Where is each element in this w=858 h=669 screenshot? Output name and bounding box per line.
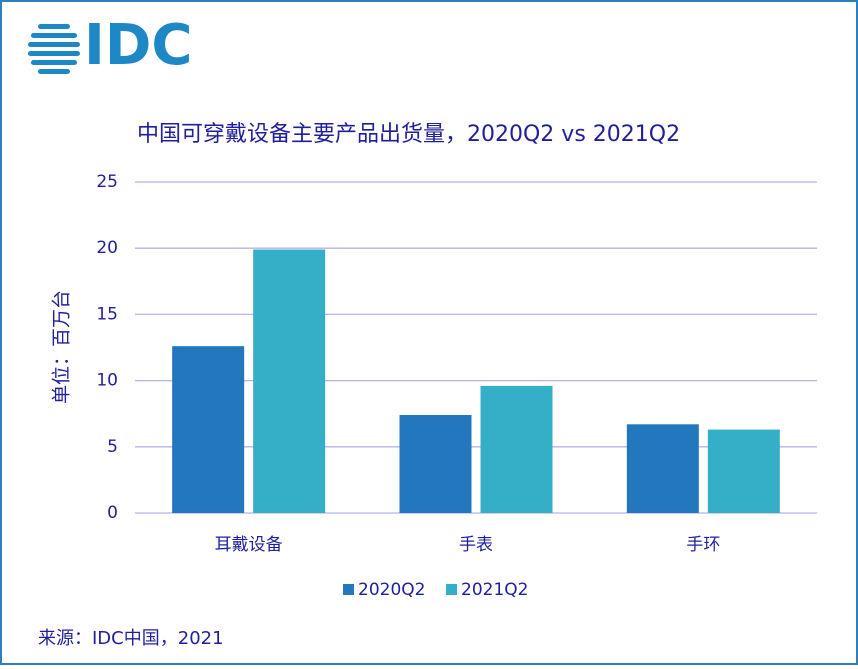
y-tick-label: 15 bbox=[96, 304, 118, 324]
legend-swatch bbox=[343, 584, 354, 595]
legend-swatch bbox=[446, 584, 457, 595]
y-tick-label: 0 bbox=[107, 503, 118, 523]
bar bbox=[172, 346, 245, 513]
y-tick-label: 20 bbox=[96, 238, 118, 258]
x-tick-label: 手表 bbox=[459, 535, 493, 555]
y-tick-label: 10 bbox=[96, 371, 118, 391]
bar bbox=[253, 249, 326, 514]
legend-label: 2021Q2 bbox=[461, 580, 528, 600]
logo-text: IDC bbox=[84, 13, 192, 78]
y-axis-label: 单位：百万台 bbox=[51, 290, 73, 404]
x-tick-label: 耳戴设备 bbox=[215, 535, 283, 555]
bar bbox=[480, 385, 553, 513]
bar bbox=[707, 429, 780, 513]
bar bbox=[626, 424, 699, 513]
legend-label: 2020Q2 bbox=[358, 580, 425, 600]
source: 来源：IDC中国，2021 bbox=[38, 628, 224, 649]
x-tick-label: 手环 bbox=[686, 535, 720, 555]
y-tick-label: 5 bbox=[107, 437, 118, 457]
logo-globe bbox=[28, 24, 80, 74]
chart-title: 中国可穿戴设备主要产品出货量，2020Q2 vs 2021Q2 bbox=[137, 122, 680, 147]
y-tick-label: 25 bbox=[96, 172, 118, 192]
bar bbox=[399, 415, 472, 513]
